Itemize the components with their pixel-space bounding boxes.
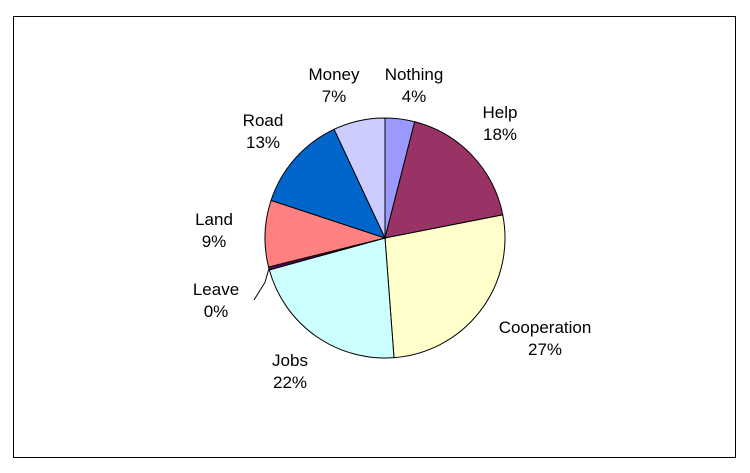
leader-line-leave: [253, 268, 270, 301]
slice-label-nothing: Nothing: [385, 65, 444, 84]
pie-slice-money: [333, 117, 386, 239]
slice-percent-help: 18%: [483, 125, 517, 144]
pie-slice-help: [384, 121, 504, 239]
slice-percent-leave: 0%: [204, 302, 229, 321]
slice-percent-nothing: 4%: [402, 87, 427, 106]
slice-percent-road: 13%: [246, 133, 280, 152]
slice-percent-cooperation: 27%: [528, 340, 562, 359]
slice-label-leave: Leave: [193, 280, 239, 299]
slice-label-help: Help: [483, 103, 518, 122]
pie-slice-road: [270, 128, 386, 239]
pie-slice-cooperation: [384, 214, 506, 359]
slice-percent-money: 7%: [322, 87, 347, 106]
pie-slice-jobs: [268, 237, 395, 359]
slice-percent-land: 9%: [202, 232, 227, 251]
slice-label-road: Road: [243, 111, 284, 130]
slice-percent-jobs: 22%: [273, 373, 307, 392]
slice-label-jobs: Jobs: [272, 351, 308, 370]
slice-label-cooperation: Cooperation: [499, 318, 592, 337]
slice-label-land: Land: [195, 210, 233, 229]
slice-label-money: Money: [308, 65, 360, 84]
